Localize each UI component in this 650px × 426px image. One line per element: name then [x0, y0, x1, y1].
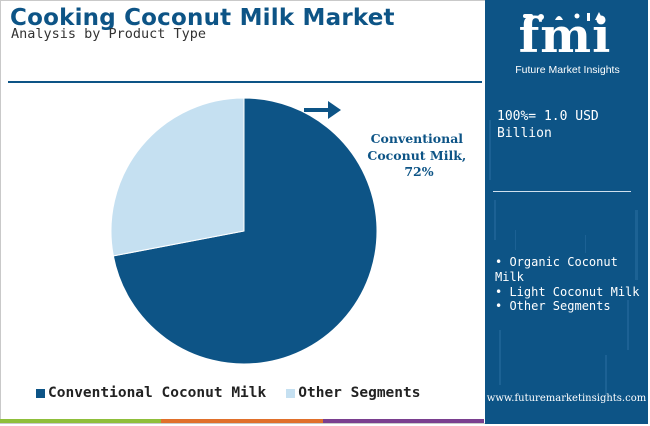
chart-subtitle: Analysis by Product Type [11, 26, 207, 42]
segment-item: • Other Segments [495, 299, 611, 314]
legend-label-conventional: Conventional Coconut Milk [48, 385, 267, 401]
fmi-logo-icons [523, 12, 603, 21]
website-link[interactable]: www.futuremarketinsights.com [486, 393, 647, 404]
legend-item-other: Other Segments [286, 385, 420, 401]
annotation-line-3: 72% [404, 164, 433, 179]
segment-item: • Organic Coconut Milk [495, 255, 618, 284]
panel-divider [493, 191, 631, 192]
logo-wordmark: fmi [518, 8, 612, 64]
annotation-line-2: Coconut Milk, [367, 148, 466, 163]
market-total: 100%= 1.0 USD Billion [497, 109, 599, 141]
pie-chart: Conventional Coconut Milk, 72% [110, 97, 470, 365]
chart-title: Cooking Coconut Milk Market [10, 5, 395, 31]
side-panel: fmi Future Market Insights 100%= 1.0 USD… [485, 0, 648, 424]
logo-caption: Future Market Insights [515, 64, 620, 76]
title-divider [8, 81, 482, 83]
bottom-bar-purple [322, 419, 484, 423]
pie-slice-conventional-coconut-milk [112, 97, 378, 365]
fmi-logo: fmi Future Market Insights [495, 8, 640, 86]
bottom-bar-orange [161, 419, 323, 423]
legend-swatch-conventional [36, 388, 45, 398]
panel-decoration [489, 120, 638, 395]
other-segments-list: • Organic Coconut Milk • Light Coconut M… [495, 255, 645, 314]
pie-slices [110, 97, 378, 365]
bottom-color-bar [0, 419, 484, 423]
legend-label-other: Other Segments [298, 385, 421, 401]
pie-slice-other-segments [110, 97, 245, 257]
segment-item: • Light Coconut Milk [495, 284, 640, 299]
annotation-line-1: Conventional [371, 131, 464, 146]
bottom-bar-green [0, 419, 162, 423]
legend-item-conventional: Conventional Coconut Milk [36, 385, 266, 401]
right-arrow-icon [304, 101, 341, 119]
slice-label-conventional: Conventional Coconut Milk, 72% [367, 131, 470, 179]
chart-legend: Conventional Coconut Milk Other Segments [36, 385, 440, 401]
legend-swatch-other [286, 388, 296, 398]
